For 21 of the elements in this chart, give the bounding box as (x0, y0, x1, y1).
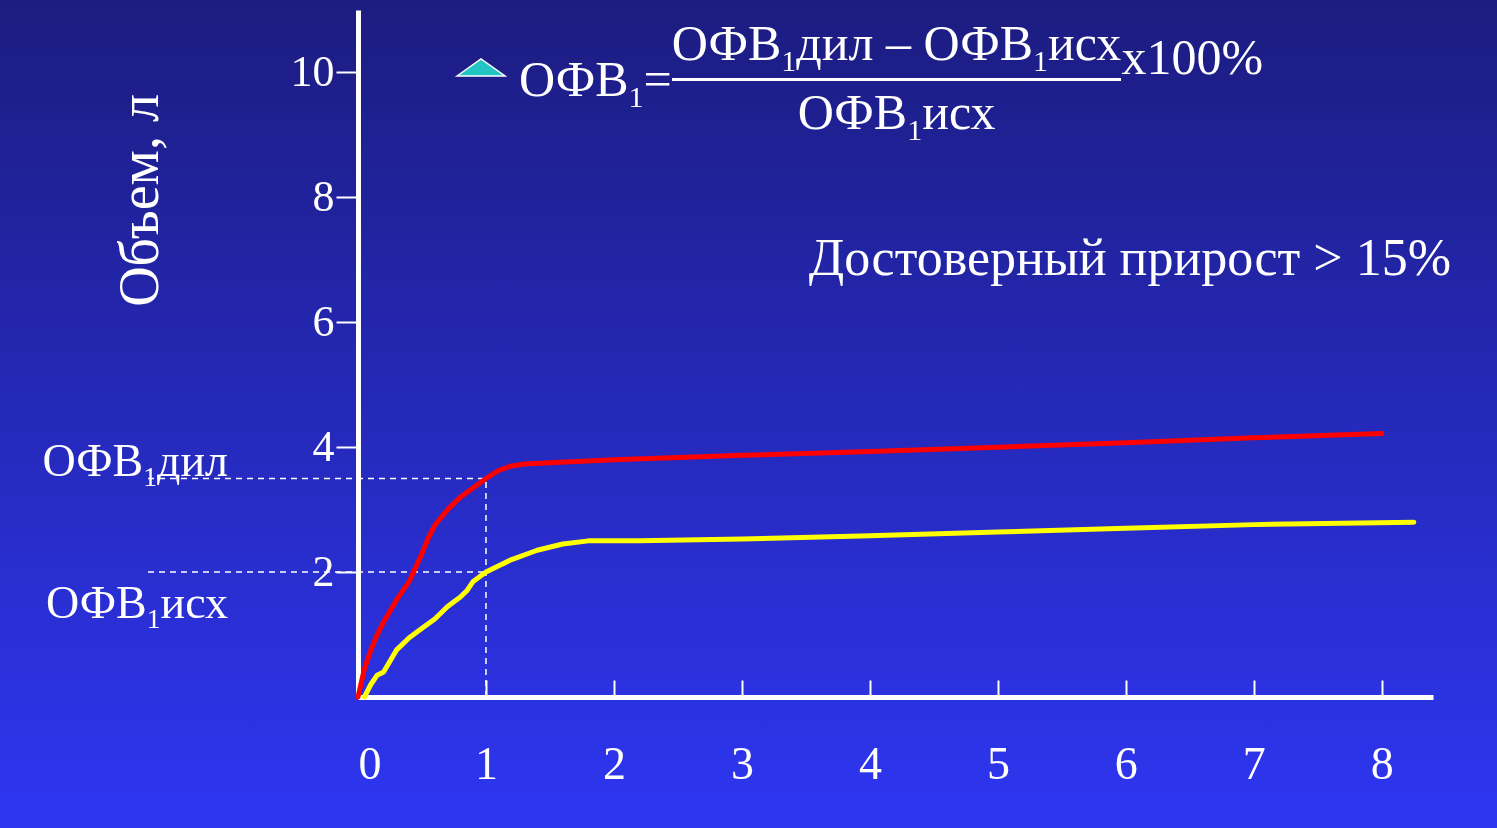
annotation: ОФВ$_{1}$= (519, 51, 672, 113)
x-tick-label: 1 (474, 737, 498, 789)
y-tick-label: 4 (312, 421, 335, 471)
ref-line-label: ОФВ$_{1}$исх (45, 577, 228, 634)
y-tick-label: 8 (312, 171, 335, 221)
x-tick-label: 7 (1242, 737, 1266, 789)
annotation: Достоверный прирост > 15% (808, 229, 1451, 286)
ref-line-label: ОФВ$_{1}$дил (42, 435, 228, 493)
y-tick-label: 6 (312, 296, 335, 346)
y-axis-title: Объем, л (107, 94, 170, 307)
x-tick-label: 5 (986, 737, 1010, 789)
x-tick-label: 2 (602, 737, 626, 789)
annotation: x100% (1121, 29, 1264, 85)
x-tick-label: 0 (358, 737, 382, 789)
annotation: ОФВ$_{1}$исх (797, 82, 996, 145)
x-tick-label: 8 (1370, 737, 1394, 789)
annotation: ОФВ$_{1}$дил – ОФВ$_{1}$исх (671, 15, 1122, 81)
x-tick-label: 6 (1114, 737, 1138, 789)
x-tick-label: 4 (858, 737, 882, 789)
y-tick-label: 10 (290, 46, 335, 96)
x-tick-label: 3 (730, 737, 754, 789)
